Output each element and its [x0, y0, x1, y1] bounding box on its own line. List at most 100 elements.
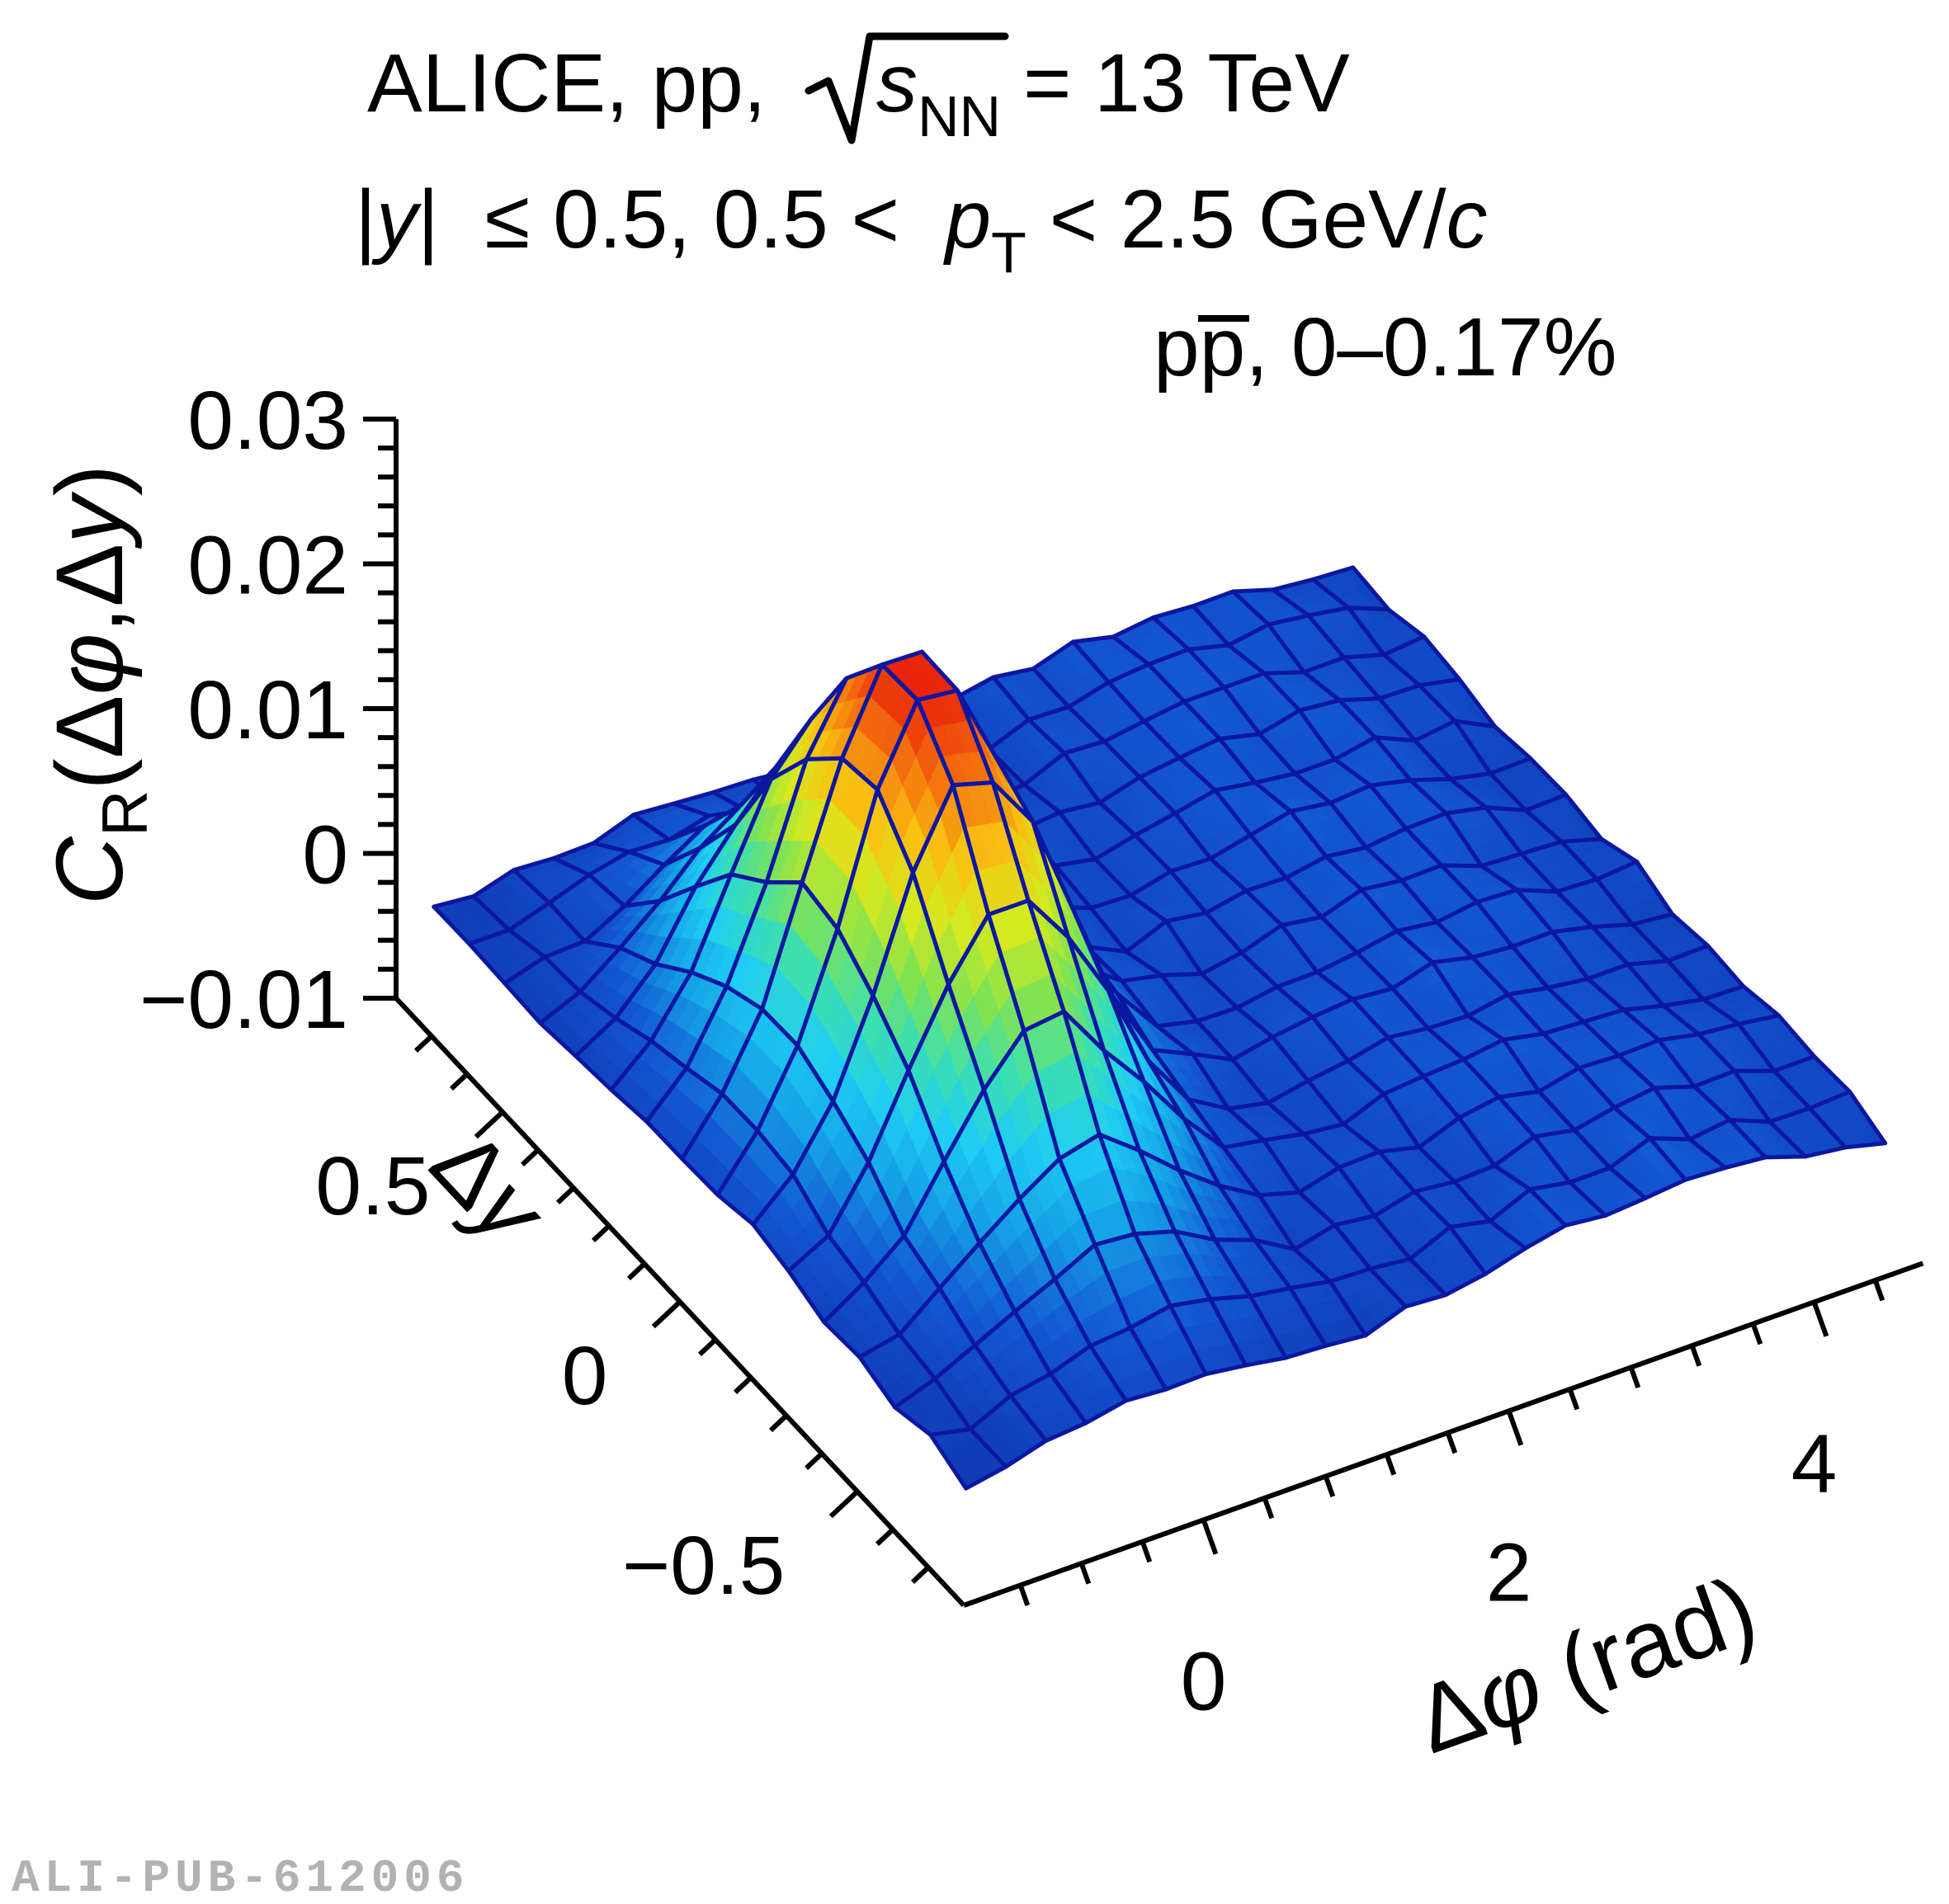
title-line1-sqrt-arg: s	[876, 37, 918, 130]
surface-cell	[1017, 1157, 1097, 1282]
surface-cell	[1150, 1048, 1230, 1111]
surface-cell	[649, 970, 729, 1071]
title-line1-prefix: ALICE, pp,	[367, 37, 767, 130]
surface-cell	[1248, 1285, 1328, 1360]
delta-phi-axis-line	[962, 1261, 1924, 1608]
delta-phi-axis-tick	[1567, 1388, 1580, 1411]
surface-cell	[1102, 719, 1182, 780]
series-label: pp, 0–0.17%	[1154, 301, 1617, 394]
surface-cell	[715, 1129, 795, 1227]
delta-y-axis-tick	[591, 1223, 611, 1242]
surface-cell	[1648, 1136, 1728, 1182]
surface-cell	[680, 1091, 760, 1197]
surface-cell	[986, 898, 1066, 1033]
z-axis: 0.03 0.02 0.01 0 −0.01	[139, 375, 399, 1046]
tick-label: 0.5	[315, 1140, 430, 1232]
delta-phi-axis-tick	[1750, 1322, 1763, 1346]
surface-cell	[764, 756, 844, 885]
delta-phi-axis-tick	[1689, 1345, 1702, 1367]
delta-y-axis-tick	[875, 1527, 895, 1546]
tick-label: 0.03	[187, 375, 348, 467]
surface-cell	[835, 787, 915, 998]
delta-phi-axis-tick	[1323, 1475, 1336, 1498]
delta-y-axis-tick	[474, 1110, 505, 1139]
surface-cell	[1279, 915, 1360, 974]
delta-y-axis-tick	[626, 1261, 647, 1280]
tick-label: 0	[562, 1330, 608, 1422]
delta-phi-axis: 0 2 4	[962, 1261, 1924, 1727]
surface-cell	[1173, 788, 1253, 861]
delta-y-axis-tick	[697, 1337, 718, 1356]
title-line2: |y| ≤ 0.5, 0.5 < pT < 2.5 GeV/c	[355, 173, 1488, 285]
surface-cell	[573, 1016, 654, 1092]
surface-cell	[1612, 1086, 1692, 1142]
delta-phi-axis-tick	[1384, 1454, 1397, 1476]
surface-cell	[755, 1043, 836, 1177]
tick-label: −0.01	[139, 954, 348, 1046]
surface-cell	[986, 717, 1067, 787]
surface-cell	[1456, 1095, 1537, 1168]
surface-cell	[1665, 943, 1746, 1001]
delta-y-axis-tick	[768, 1413, 789, 1432]
z-axis-title: CR(Δφ,Δy)	[37, 464, 161, 905]
surface-cell	[1173, 1229, 1253, 1302]
delta-y-axis-tick	[413, 1034, 434, 1053]
surface-cell	[928, 1426, 1008, 1491]
surface-cell	[654, 872, 734, 974]
surface-cell	[1328, 783, 1409, 850]
sqrt-radical-icon	[805, 32, 1009, 144]
surface-cell	[1084, 945, 1164, 983]
surface-cell	[1120, 973, 1200, 1029]
surface-cell	[946, 912, 1026, 1092]
surface-cell	[432, 893, 512, 946]
surface-cell	[839, 662, 920, 792]
surface-cell	[1807, 1089, 1888, 1150]
delta-phi-axis-tick	[1017, 1584, 1031, 1607]
surface-cell	[689, 872, 769, 989]
delta-phi-axis-tick	[1872, 1279, 1885, 1302]
surface-cell	[1031, 819, 1111, 993]
delta-phi-axis-tick	[1628, 1366, 1641, 1389]
surface-cell	[1470, 944, 1550, 997]
surface-cell	[1359, 878, 1439, 934]
surface-cell	[1217, 1183, 1297, 1251]
surface-cell	[955, 688, 1036, 824]
watermark: ALI-PUB-612006	[12, 1852, 469, 1904]
surface-cell	[893, 1376, 973, 1437]
delta-y-axis-tick	[804, 1451, 824, 1470]
tick-label: 2	[1486, 1526, 1532, 1619]
surface-cell	[684, 984, 765, 1096]
delta-phi-axis-tick	[1811, 1301, 1829, 1337]
tick-label: −0.5	[622, 1520, 785, 1612]
surface-cell	[831, 993, 911, 1165]
surface-cell	[1736, 1013, 1817, 1073]
surface-cell	[1088, 1326, 1168, 1403]
delta-y-axis-tick	[733, 1375, 753, 1394]
delta-y-axis-tick	[520, 1148, 540, 1166]
delta-phi-axis-tick	[1445, 1431, 1458, 1454]
surface-cell	[1408, 1224, 1488, 1298]
delta-phi-axis-tick	[1140, 1540, 1153, 1563]
surface-cell	[609, 1039, 689, 1124]
surface-cell	[1390, 960, 1470, 1030]
surface-cell	[1341, 1091, 1422, 1154]
surface-cell	[1208, 1294, 1288, 1368]
surface-cell	[1417, 1115, 1497, 1184]
surface-cell	[1234, 984, 1315, 1039]
surface-cell	[1447, 1218, 1528, 1276]
surface-cell	[1022, 1009, 1102, 1162]
title-line1-suffix: = 13 TeV	[1023, 37, 1350, 130]
tick-label: 4	[1791, 1417, 1838, 1510]
surface-mesh-line	[928, 1426, 1008, 1491]
surface-cell	[613, 962, 694, 1044]
surface-cell	[1012, 1277, 1092, 1376]
title-line1-sqrt-sub: NN	[918, 84, 1001, 148]
delta-y-axis: 0.5 0 −0.5	[315, 996, 966, 1612]
surface-mesh	[432, 565, 1888, 1491]
surface-cell	[1727, 1118, 1808, 1160]
delta-y-axis-title: Δy	[411, 1110, 568, 1267]
delta-y-axis-tick	[555, 1185, 576, 1204]
surface-cell	[981, 1029, 1062, 1201]
delta-phi-axis-tick	[1262, 1496, 1275, 1520]
